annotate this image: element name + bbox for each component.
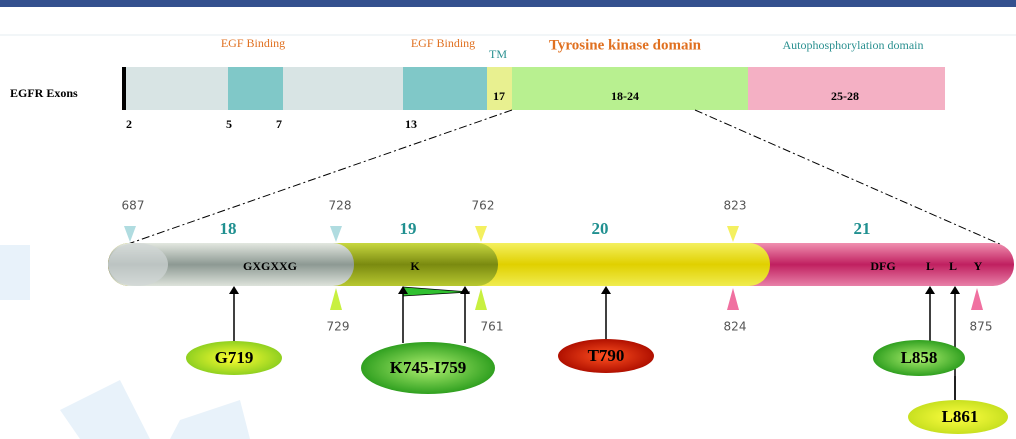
segment-label: 17 [493, 89, 505, 103]
segment [487, 67, 512, 110]
marker [124, 226, 136, 242]
segment-label: 18-24 [611, 89, 639, 103]
exon-number: 2 [126, 117, 132, 131]
residue-number: 761 [481, 320, 504, 334]
motif: K [410, 259, 420, 273]
decor [0, 245, 250, 439]
arrow-head [460, 286, 470, 294]
residue-number: 687 [122, 199, 145, 213]
segment [228, 67, 283, 110]
mutation-label: K745-I759 [390, 358, 467, 377]
domain-label: EGF Binding [410, 36, 476, 50]
segment-label: 25-28 [831, 89, 859, 103]
marker [330, 226, 342, 242]
segment [748, 67, 945, 110]
segment [126, 67, 228, 110]
exon-label: 21 [854, 219, 871, 238]
marker [727, 226, 739, 242]
arrow-head [950, 286, 960, 294]
exon-18 [108, 243, 354, 286]
zoom-line [694, 109, 1003, 246]
exon-label: 19 [400, 219, 417, 238]
mutation-ellipse [558, 339, 654, 373]
arrow-head [398, 286, 408, 294]
motif: Y [974, 259, 983, 273]
segment [283, 67, 403, 110]
segment [403, 67, 487, 110]
start-marker [122, 67, 126, 110]
mutation-ellipse [361, 342, 495, 394]
exon-number: 7 [276, 117, 282, 131]
deletion-wedge [402, 286, 471, 297]
cap [108, 243, 168, 286]
motif: GXGXXG [243, 259, 297, 273]
mutation-label: T790 [588, 346, 625, 365]
marker [475, 288, 487, 310]
domain-label: Autophosphorylation domain [782, 38, 924, 52]
arrow-head [229, 286, 239, 294]
residue-number: 762 [472, 199, 495, 213]
marker [475, 226, 487, 242]
arrow-head [601, 286, 611, 294]
row-label: EGFR Exons [10, 86, 78, 100]
domain-label: TM [489, 47, 507, 61]
motif: DFG [870, 259, 895, 273]
mutation-label: G719 [215, 348, 254, 367]
top-bar [0, 0, 1016, 7]
domain-label: Tyrosine kinase domain [549, 37, 702, 53]
header-area [0, 7, 1016, 35]
zoom-line [124, 109, 513, 246]
exon-label: 18 [220, 219, 237, 238]
marker [727, 288, 739, 310]
residue-number: 824 [724, 320, 747, 334]
motif: L [949, 259, 957, 273]
segment [512, 67, 748, 110]
arrow-head [925, 286, 935, 294]
mutation-ellipse [873, 340, 965, 376]
mutation-label: L861 [942, 407, 979, 426]
domain-label: EGF Binding [220, 36, 286, 50]
mutation-label: L858 [901, 348, 938, 367]
residue-number: 875 [970, 320, 993, 334]
exon-label: 20 [592, 219, 609, 238]
mutation-ellipse [908, 400, 1008, 434]
residue-number: 729 [327, 320, 350, 334]
residue-number: 823 [724, 199, 747, 213]
mutation-ellipse [186, 341, 282, 375]
exon-number: 5 [226, 117, 232, 131]
marker [971, 288, 983, 310]
exon-number: 13 [405, 117, 417, 131]
motif: L [926, 259, 934, 273]
residue-number: 728 [329, 199, 352, 213]
marker [330, 288, 342, 310]
